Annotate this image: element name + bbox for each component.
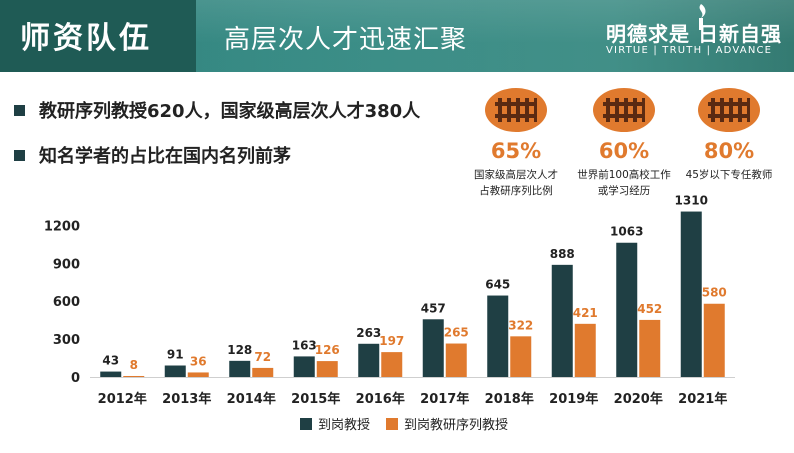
legend-swatch-1 bbox=[300, 417, 312, 430]
data-label: 1310 bbox=[675, 194, 708, 208]
bullet-item-2: 知名学者的占比在国内名列前茅 bbox=[14, 142, 291, 168]
x-tick-label: 2013年 bbox=[162, 391, 211, 407]
stat-percent-1: 65% bbox=[490, 139, 542, 163]
y-tick-label: 900 bbox=[53, 257, 80, 272]
data-label: 126 bbox=[315, 343, 340, 357]
bullet-square-icon bbox=[14, 104, 25, 116]
y-tick-label: 0 bbox=[71, 371, 80, 386]
data-label: 43 bbox=[102, 354, 119, 368]
data-label: 888 bbox=[550, 247, 575, 261]
data-label: 452 bbox=[637, 302, 662, 316]
bar-research-professors bbox=[574, 323, 596, 377]
bar-research-professors bbox=[703, 303, 725, 377]
bar-professors bbox=[100, 371, 122, 377]
legend-label-1: 到岗教授 bbox=[318, 418, 371, 433]
bullet-text-2: 知名学者的占比在国内名列前茅 bbox=[39, 146, 291, 167]
bar-professors bbox=[487, 295, 509, 377]
data-label: 263 bbox=[356, 326, 381, 340]
data-label: 128 bbox=[227, 343, 252, 357]
bar-research-professors bbox=[510, 336, 532, 377]
bar-professors bbox=[680, 211, 702, 377]
page-title: 师资队伍 bbox=[20, 21, 152, 56]
x-tick-label: 2018年 bbox=[485, 391, 534, 407]
data-label: 36 bbox=[190, 354, 207, 368]
y-tick-label: 1200 bbox=[44, 219, 80, 234]
stat-desc-2: 世界前100高校工作 或学习经历 bbox=[564, 167, 684, 199]
data-label: 72 bbox=[254, 350, 271, 364]
stat-desc-line: 世界前100高校工作 bbox=[577, 169, 671, 181]
bar-research-professors bbox=[445, 343, 467, 377]
bar-research-professors bbox=[187, 372, 209, 377]
data-label: 322 bbox=[508, 318, 533, 332]
legend-item-1: 到岗教授 bbox=[300, 414, 370, 433]
data-label: 197 bbox=[379, 334, 404, 348]
data-label: 580 bbox=[702, 286, 727, 300]
bullet-item-1: 教研序列教授620人，国家级高层次人才380人 bbox=[14, 97, 420, 123]
x-tick-label: 2019年 bbox=[549, 391, 598, 407]
stat-percent-2: 60% bbox=[598, 139, 650, 163]
bar-research-professors bbox=[252, 367, 274, 377]
x-tick-label: 2020年 bbox=[614, 391, 663, 407]
header-banner: 师资队伍 高层次人才迅速汇聚 明德求是 日新自强 VIRTUE | TRUTH … bbox=[0, 0, 794, 72]
bar-professors bbox=[551, 264, 573, 377]
page-subtitle: 高层次人才迅速汇聚 bbox=[224, 25, 468, 55]
stat-desc-3: 45岁以下专任教师 bbox=[669, 167, 789, 183]
header-campus-photo bbox=[196, 0, 794, 72]
data-label: 645 bbox=[485, 278, 510, 292]
legend-swatch-2 bbox=[386, 417, 399, 430]
bar-research-professors bbox=[123, 375, 145, 377]
bar-professors bbox=[164, 365, 186, 377]
stat-desc-1: 国家级高层次人才 占教研序列比例 bbox=[456, 167, 576, 199]
x-tick-label: 2015年 bbox=[291, 391, 340, 407]
motto-chinese: 明德求是 日新自强 bbox=[606, 22, 782, 46]
people-group-icon bbox=[593, 88, 655, 132]
stat-card-2: 60% 世界前100高校工作 或学习经历 bbox=[564, 88, 684, 199]
stat-desc-line: 45岁以下专任教师 bbox=[685, 169, 773, 181]
x-tick-label: 2017年 bbox=[420, 391, 469, 407]
bar-professors bbox=[229, 360, 251, 377]
legend-label-2: 到岗教研序列教授 bbox=[404, 418, 509, 433]
stat-percent-3: 80% bbox=[703, 139, 755, 163]
bar-research-professors bbox=[381, 352, 403, 377]
data-label: 163 bbox=[292, 338, 317, 352]
bar-professors bbox=[616, 242, 638, 377]
stat-card-1: 65% 国家级高层次人才 占教研序列比例 bbox=[456, 88, 576, 199]
data-label: 457 bbox=[421, 301, 446, 315]
title-box bbox=[0, 0, 196, 72]
people-group-icon bbox=[698, 88, 760, 132]
bar-research-professors bbox=[639, 319, 661, 377]
y-tick-label: 300 bbox=[53, 333, 80, 348]
stat-desc-line: 占教研序列比例 bbox=[479, 185, 553, 197]
data-label: 91 bbox=[167, 348, 184, 362]
bar-research-professors bbox=[316, 361, 338, 377]
x-tick-label: 2012年 bbox=[98, 391, 147, 407]
legend-item-2: 到岗教研序列教授 bbox=[386, 414, 508, 433]
y-tick-label: 600 bbox=[53, 295, 80, 310]
torch-logo-icon bbox=[699, 4, 706, 30]
chart-legend: 到岗教授 到岗教研序列教授 bbox=[300, 414, 524, 433]
data-label: 1063 bbox=[610, 225, 643, 239]
data-label: 265 bbox=[444, 326, 469, 340]
data-label: 8 bbox=[130, 358, 138, 372]
data-label: 421 bbox=[573, 306, 598, 320]
people-group-icon bbox=[485, 88, 547, 132]
bullet-square-icon bbox=[14, 149, 25, 161]
motto-english: VIRTUE | TRUTH | ADVANCE bbox=[606, 45, 773, 56]
stat-desc-line: 国家级高层次人才 bbox=[474, 169, 558, 181]
stat-card-3: 80% 45岁以下专任教师 bbox=[669, 88, 789, 183]
bullet-text-1: 教研序列教授620人，国家级高层次人才380人 bbox=[39, 101, 421, 122]
x-tick-label: 2014年 bbox=[227, 391, 276, 407]
stat-desc-line: 或学习经历 bbox=[597, 185, 651, 197]
x-tick-label: 2016年 bbox=[356, 391, 405, 407]
bar-professors bbox=[422, 319, 444, 377]
x-tick-label: 2021年 bbox=[678, 391, 727, 407]
bar-professors bbox=[358, 343, 380, 377]
bar-professors bbox=[293, 356, 315, 377]
